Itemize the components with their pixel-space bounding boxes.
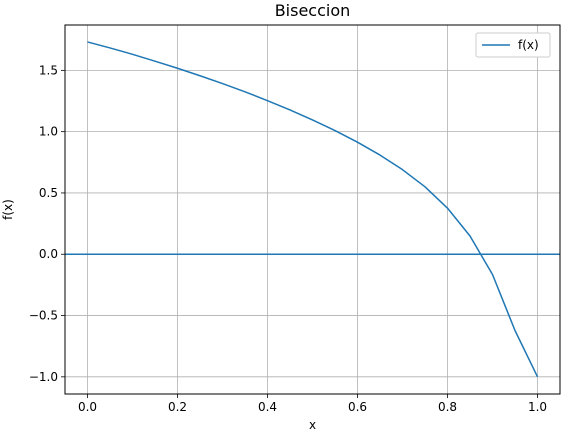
y-tick-label: 0.5 [39, 186, 58, 200]
y-tick-label: −1.0 [29, 370, 58, 384]
axes-frame [64, 24, 561, 395]
y-axis-ticks: −1.0 −0.5 0.0 0.5 1.0 1.5 [29, 63, 65, 384]
x-axis-ticks: 0.0 0.2 0.4 0.6 0.8 1.0 [78, 394, 547, 414]
y-tick-label: 1.5 [39, 63, 58, 77]
legend-label: f(x) [518, 38, 539, 52]
x-tick-label: 0.2 [168, 400, 187, 414]
x-tick-label: 0.0 [78, 400, 97, 414]
x-tick-label: 0.6 [348, 400, 367, 414]
y-tick-label: −0.5 [29, 309, 58, 323]
legend-box [475, 32, 551, 58]
legend: f(x) [475, 32, 551, 58]
x-tick-label: 1.0 [528, 400, 547, 414]
x-tick-label: 0.8 [438, 400, 457, 414]
y-axis-label: f(x) [1, 199, 15, 220]
series-line-fx [87, 41, 539, 378]
chart-title: Biseccion [275, 1, 351, 20]
series-group [87, 41, 539, 378]
x-axis-label: x [309, 418, 316, 432]
y-tick-label: 0.0 [39, 247, 58, 261]
x-tick-label: 0.4 [258, 400, 277, 414]
y-tick-label: 1.0 [39, 125, 58, 139]
